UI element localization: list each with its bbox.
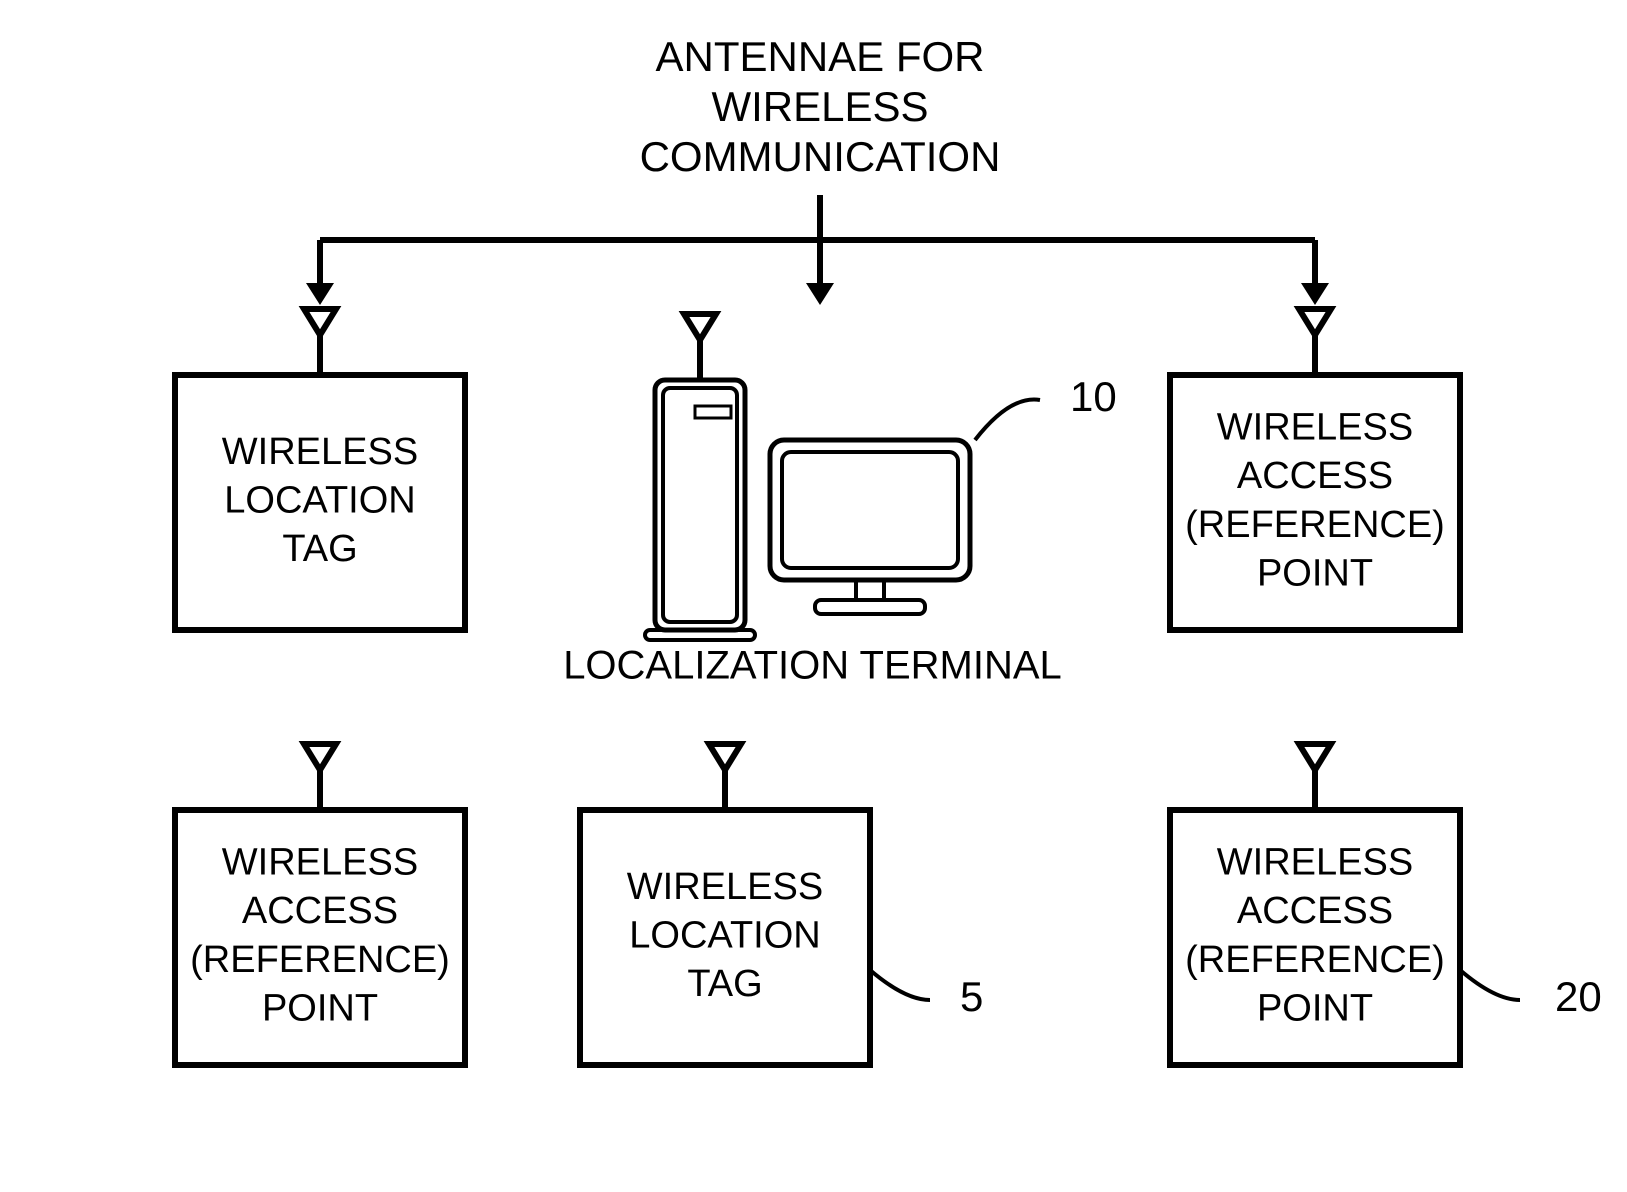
box-label-line: WIRELESS — [222, 842, 418, 884]
box-label-line: WIRELESS — [1217, 842, 1413, 884]
box-label-line: ACCESS — [1237, 890, 1393, 932]
box-label-line: POINT — [262, 987, 378, 1029]
callout-terminal-10: 10 — [975, 373, 1117, 440]
diagram-title-line: ANTENNAE FOR — [655, 33, 984, 80]
box-label-line: WIRELESS — [222, 431, 418, 473]
node-wireless-access-point-2: WIRELESS ACCESS (REFERENCE) POINT — [175, 810, 465, 1065]
antenna-icon — [1299, 309, 1331, 335]
arrow-head — [1301, 283, 1329, 305]
node-wireless-access-point-1: WIRELESS ACCESS (REFERENCE) POINT — [1170, 375, 1460, 630]
box-label-line: WIRELESS — [1217, 407, 1413, 449]
diagram-title-line: WIRELESS — [711, 83, 928, 130]
callout-tag-5: 5 — [870, 970, 983, 1020]
box-label-line: TAG — [687, 963, 762, 1005]
box-label-line: LOCATION — [224, 480, 415, 522]
callout-number: 10 — [1070, 373, 1117, 420]
box-label-line: ACCESS — [1237, 455, 1393, 497]
box-label-line: LOCATION — [629, 915, 820, 957]
diagram-title-line: COMMUNICATION — [640, 133, 1001, 180]
callout-ap-20: 20 — [1460, 970, 1602, 1020]
antenna-icon — [1299, 744, 1331, 770]
arrow-head — [306, 283, 334, 305]
node-wireless-access-point-3: WIRELESS ACCESS (REFERENCE) POINT — [1170, 810, 1460, 1065]
antenna-icon — [684, 314, 716, 340]
box-label-line: WIRELESS — [627, 866, 823, 908]
box-label-line: (REFERENCE) — [1185, 939, 1445, 981]
localization-terminal-label: LOCALIZATION TERMINAL — [563, 644, 1062, 688]
antenna-icon — [304, 744, 336, 770]
box-label-line: TAG — [282, 528, 357, 570]
box-label-line: POINT — [1257, 552, 1373, 594]
callout-number: 20 — [1555, 973, 1602, 1020]
antenna-icon — [709, 744, 741, 770]
node-wireless-location-tag-1: WIRELESS LOCATION TAG — [175, 375, 465, 630]
arrow-head — [806, 283, 834, 305]
callout-number: 5 — [960, 973, 983, 1020]
box-label-line: ACCESS — [242, 890, 398, 932]
box-label-line: (REFERENCE) — [1185, 504, 1445, 546]
node-wireless-location-tag-2: WIRELESS LOCATION TAG — [580, 810, 870, 1065]
antenna-icon — [304, 309, 336, 335]
box-label-line: (REFERENCE) — [190, 939, 450, 981]
box-label-line: POINT — [1257, 987, 1373, 1029]
